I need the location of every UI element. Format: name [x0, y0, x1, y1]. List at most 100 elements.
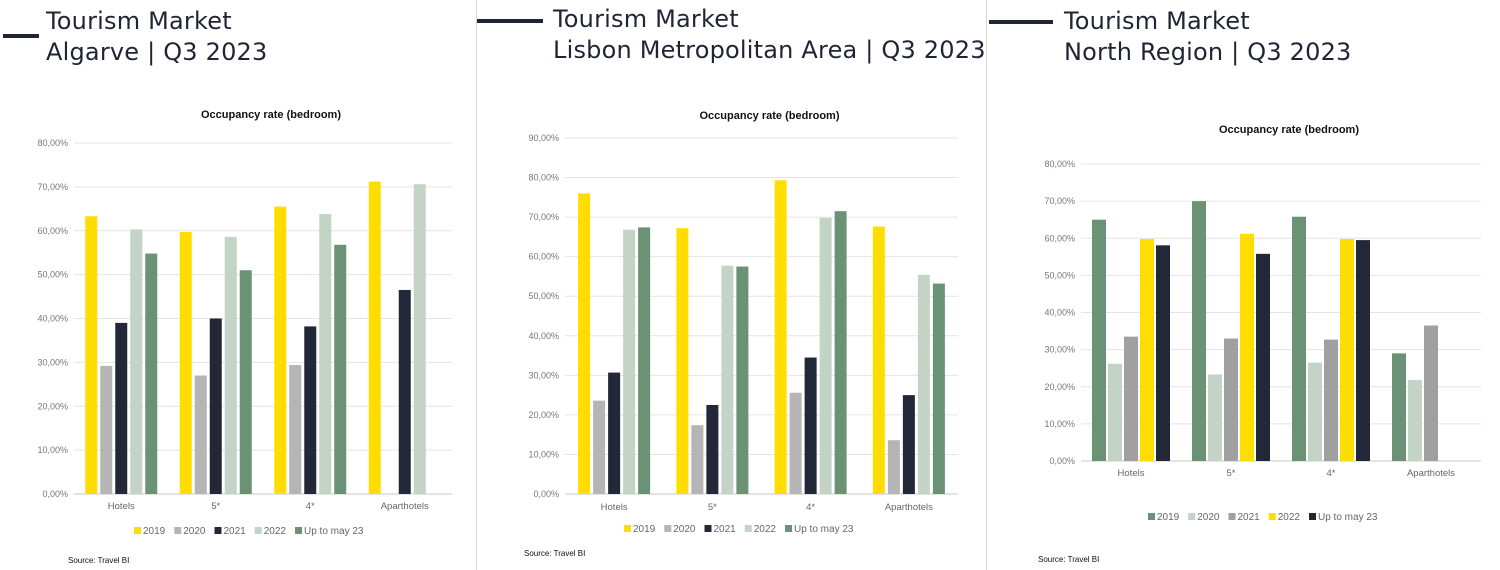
- title-line-2: Lisbon Metropolitan Area | Q3 2023: [553, 36, 986, 64]
- bar: [1224, 338, 1238, 461]
- bar: [736, 266, 749, 494]
- y-tick-label: 70,00%: [1044, 196, 1075, 206]
- y-tick-label: 40,00%: [37, 314, 68, 324]
- bar: [1340, 238, 1354, 461]
- category-label: 5*: [211, 501, 220, 512]
- y-tick-label: 80,00%: [1044, 159, 1075, 169]
- bar: [304, 326, 317, 494]
- bar: [1192, 201, 1206, 461]
- bar: [638, 227, 651, 494]
- bar: [274, 206, 287, 494]
- y-tick-label: 40,00%: [1044, 308, 1075, 318]
- bar: [1124, 336, 1138, 461]
- category-label: Aparthotels: [885, 502, 933, 513]
- bar: [1292, 216, 1306, 461]
- legend-label: 2019: [633, 524, 656, 535]
- source-note: Source: Travel BI: [524, 549, 586, 558]
- bar: [578, 193, 591, 494]
- legend-label: 2022: [754, 524, 777, 535]
- legend-swatch: [134, 527, 141, 534]
- legend-label: 2019: [143, 526, 166, 537]
- y-tick-label: 10,00%: [37, 445, 68, 455]
- bar: [872, 226, 885, 495]
- chart-title: Occupancy rate (bedroom): [700, 110, 840, 122]
- chart-title: Occupancy rate (bedroom): [201, 109, 341, 121]
- bar: [623, 229, 636, 494]
- bar: [1408, 380, 1422, 461]
- bar: [1356, 240, 1370, 461]
- category-label: Hotels: [108, 501, 135, 512]
- source-note: Source: Travel BI: [68, 556, 130, 565]
- bar: [194, 375, 207, 494]
- y-tick-label: 0,00%: [1049, 456, 1075, 466]
- legend-swatch: [624, 525, 631, 532]
- bar: [804, 357, 817, 494]
- legend-label: 2020: [183, 526, 206, 537]
- bar: [1156, 245, 1170, 461]
- bar: [100, 365, 113, 494]
- bar: [209, 318, 222, 494]
- bar: [1392, 353, 1406, 461]
- y-tick-label: 50,00%: [1044, 270, 1075, 280]
- legend-swatch: [1309, 513, 1316, 520]
- y-tick-label: 20,00%: [37, 401, 68, 411]
- category-label: 4*: [1327, 468, 1336, 479]
- bar: [239, 270, 252, 494]
- legend-swatch: [214, 527, 222, 534]
- legend-label: 2022: [1278, 512, 1301, 523]
- legend-label: 2021: [1238, 512, 1261, 523]
- panel-divider-1: [476, 0, 477, 570]
- y-tick-label: 80,00%: [528, 173, 559, 183]
- y-tick-label: 0,00%: [533, 489, 559, 499]
- bar: [691, 425, 704, 494]
- legend-swatch: [174, 527, 182, 534]
- bar: [789, 392, 802, 494]
- legend-label: 2020: [1197, 512, 1220, 523]
- y-tick-label: 90,00%: [528, 133, 559, 143]
- occupancy-bar-chart: Occupancy rate (bedroom) 0,00% 10,00% 20,00…: [37, 109, 452, 537]
- category-label: 4*: [806, 502, 815, 513]
- y-tick-label: 60,00%: [528, 252, 559, 262]
- category-label: Hotels: [1118, 468, 1145, 479]
- chart-panel-lisbon: Tourism Market Lisbon Metropolitan Area …: [477, 0, 986, 570]
- legend-swatch: [704, 525, 712, 532]
- legend-swatch: [1148, 513, 1155, 520]
- legend-label: 2021: [714, 524, 737, 535]
- bar: [224, 236, 237, 494]
- bar: [1240, 233, 1254, 461]
- title-accent-line: [477, 19, 543, 23]
- bar: [1108, 363, 1122, 461]
- title-line-1: Tourism Market: [46, 7, 232, 35]
- legend-swatch: [664, 525, 672, 532]
- panel-title: Tourism Market North Region | Q3 2023: [1064, 6, 1352, 68]
- y-tick-label: 30,00%: [37, 357, 68, 367]
- bar: [608, 372, 621, 494]
- bar: [1092, 219, 1106, 461]
- title-line-2: North Region | Q3 2023: [1064, 38, 1352, 66]
- bar: [1324, 339, 1338, 461]
- legend-label: 2022: [264, 526, 287, 537]
- bar: [834, 211, 847, 494]
- y-tick-label: 50,00%: [528, 291, 559, 301]
- category-label: Aparthotels: [381, 501, 429, 512]
- bar: [706, 405, 719, 494]
- legend-swatch: [254, 527, 262, 534]
- legend-swatch: [744, 525, 752, 532]
- title-line-1: Tourism Market: [1064, 7, 1250, 35]
- bar: [85, 216, 98, 495]
- y-tick-label: 0,00%: [42, 489, 68, 499]
- bar: [917, 274, 930, 494]
- title-accent-line: [989, 20, 1053, 24]
- y-tick-label: 70,00%: [37, 182, 68, 192]
- bar: [115, 322, 128, 494]
- y-tick-label: 20,00%: [528, 410, 559, 420]
- occupancy-bar-chart: Occupancy rate (bedroom) 0,00% 10,00% 20,00…: [1044, 124, 1481, 523]
- bar: [398, 289, 411, 494]
- category-label: Aparthotels: [1407, 468, 1455, 479]
- bar: [593, 400, 606, 494]
- legend-label: Up to may 23: [304, 526, 364, 537]
- y-tick-label: 10,00%: [528, 449, 559, 459]
- y-tick-label: 40,00%: [528, 331, 559, 341]
- title-accent-line: [3, 34, 39, 38]
- bar: [1208, 374, 1222, 461]
